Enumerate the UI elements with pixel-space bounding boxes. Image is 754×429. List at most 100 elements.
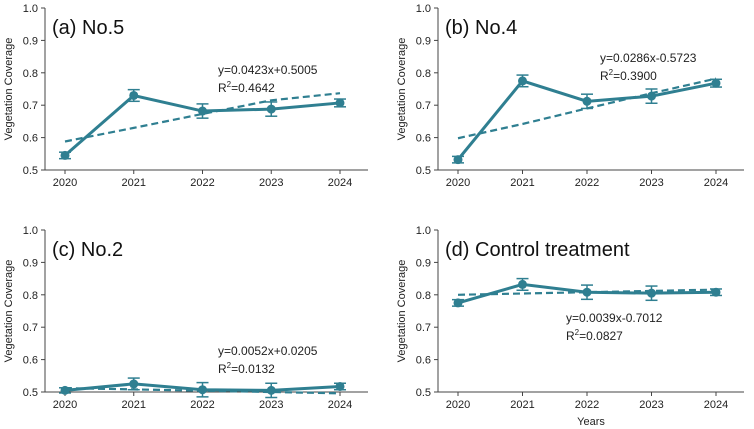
x-tick-label: 2024 [328, 399, 352, 411]
x-tick-label: 2021 [122, 399, 146, 411]
r-squared-value: =0.3900 [613, 69, 657, 83]
y-tick-label: 0.7 [416, 100, 431, 112]
trend-line [457, 288, 717, 296]
r-squared-prefix: R [218, 362, 227, 376]
y-tick-label: 1.0 [23, 3, 38, 15]
data-point [266, 104, 276, 114]
y-tick-label: 0.7 [23, 100, 38, 112]
x-tick-label: 2024 [704, 177, 728, 189]
data-point [647, 91, 656, 101]
data-point [582, 96, 592, 106]
y-tick-label: 0.9 [23, 257, 38, 269]
y-tick-label: 1.0 [416, 3, 431, 15]
r-squared-prefix: R [600, 69, 609, 83]
y-tick-label: 0.8 [416, 68, 431, 80]
data-point [453, 298, 463, 308]
y-tick-label: 0.5 [416, 165, 431, 177]
y-tick-label: 0.7 [416, 322, 431, 334]
x-tick-label: 2023 [259, 177, 283, 189]
data-point [647, 288, 656, 298]
r-squared-value: =0.0132 [231, 362, 275, 376]
x-tick-label: 2020 [446, 177, 470, 189]
data-point [453, 155, 463, 165]
y-tick-label: 0.5 [23, 165, 38, 177]
r-squared-superscript: 2 [227, 361, 232, 370]
chart-panel-1: 0.5 0.6 0.7 0.8 0.9 1.0 2020 2021 2022 2023 2024 Ve… [396, 3, 744, 189]
r-squared-label: R2=0.3900 [600, 68, 657, 83]
data-point [711, 287, 721, 297]
r-squared-value: =0.4642 [231, 81, 275, 95]
x-tick-label: 2020 [53, 177, 77, 189]
y-axis-label: Vegetation Coverage [396, 260, 408, 363]
y-tick-label: 0.9 [416, 35, 431, 47]
y-tick-label: 0.7 [23, 322, 38, 334]
data-point [335, 381, 345, 391]
y-tick-label: 1.0 [416, 225, 431, 237]
r-squared-value: =0.0827 [579, 329, 623, 343]
y-tick-label: 0.5 [23, 387, 38, 399]
data-point [129, 90, 139, 100]
x-tick-label: 2023 [639, 177, 663, 189]
r-squared-label: R2=0.0827 [566, 328, 623, 343]
data-point [335, 98, 345, 108]
y-tick-label: 1.0 [23, 225, 38, 237]
regression-equation: y=0.0286x-0.5723 [600, 51, 697, 65]
x-tick-label: 2022 [190, 399, 214, 411]
x-tick-label: 2021 [510, 399, 534, 411]
data-point [518, 279, 527, 289]
data-point [129, 379, 139, 389]
data-point [711, 78, 721, 88]
chart-title: (a) No.5 [52, 17, 124, 39]
y-tick-label: 0.8 [416, 290, 431, 302]
x-tick-label: 2024 [328, 177, 352, 189]
trend-line [64, 92, 341, 143]
x-tick-label: 2021 [510, 177, 534, 189]
chart-panel-3: 0.5 0.6 0.7 0.8 0.9 1.0 2020 2021 2022 2023 2024 Ve… [396, 225, 744, 428]
y-tick-label: 0.9 [416, 257, 431, 269]
data-point [518, 76, 527, 86]
x-axis-label: Years [577, 416, 605, 428]
x-tick-label: 2023 [259, 399, 283, 411]
r-squared-prefix: R [218, 81, 227, 95]
y-axis-label: Vegetation Coverage [3, 260, 15, 363]
y-tick-label: 0.8 [23, 290, 38, 302]
x-tick-label: 2022 [190, 177, 214, 189]
regression-equation: y=0.0039x-0.7012 [566, 311, 663, 325]
data-point [60, 150, 70, 160]
chart-title: (b) No.4 [445, 17, 517, 39]
y-tick-label: 0.6 [23, 355, 38, 367]
y-axis-label: Vegetation Coverage [396, 38, 408, 141]
regression-equation: y=0.0423x+0.5005 [218, 63, 318, 77]
r-squared-superscript: 2 [609, 68, 614, 77]
data-point [198, 106, 207, 116]
data-point [582, 287, 592, 297]
y-axis-label: Vegetation Coverage [3, 38, 15, 141]
data-point [198, 385, 207, 395]
regression-equation: y=0.0052x+0.0205 [218, 344, 318, 358]
r-squared-superscript: 2 [227, 80, 232, 89]
y-tick-label: 0.5 [416, 387, 431, 399]
x-tick-label: 2024 [704, 399, 728, 411]
r-squared-prefix: R [566, 329, 575, 343]
r-squared-label: R2=0.4642 [218, 80, 275, 95]
y-tick-label: 0.6 [416, 355, 431, 367]
data-point [60, 385, 70, 395]
chart-panel-2: 0.5 0.6 0.7 0.8 0.9 1.0 2020 2021 2022 2023 2024 Ve… [3, 225, 368, 411]
series-line [456, 79, 717, 161]
y-tick-label: 0.6 [416, 133, 431, 145]
y-tick-label: 0.6 [23, 133, 38, 145]
x-tick-label: 2021 [122, 177, 146, 189]
y-tick-label: 0.8 [23, 68, 38, 80]
r-squared-label: R2=0.0132 [218, 361, 275, 376]
x-tick-label: 2020 [53, 399, 77, 411]
data-point [266, 385, 276, 395]
r-squared-superscript: 2 [575, 328, 580, 337]
x-tick-label: 2022 [575, 177, 599, 189]
x-tick-label: 2023 [639, 399, 663, 411]
x-tick-label: 2022 [575, 399, 599, 411]
y-tick-label: 0.9 [23, 35, 38, 47]
chart-panel-0: 0.5 0.6 0.7 0.8 0.9 1.0 2020 2021 2022 2023 2024 Ve… [3, 3, 368, 189]
chart-title: (c) No.2 [52, 239, 123, 261]
chart-title: (d) Control treatment [445, 239, 630, 261]
